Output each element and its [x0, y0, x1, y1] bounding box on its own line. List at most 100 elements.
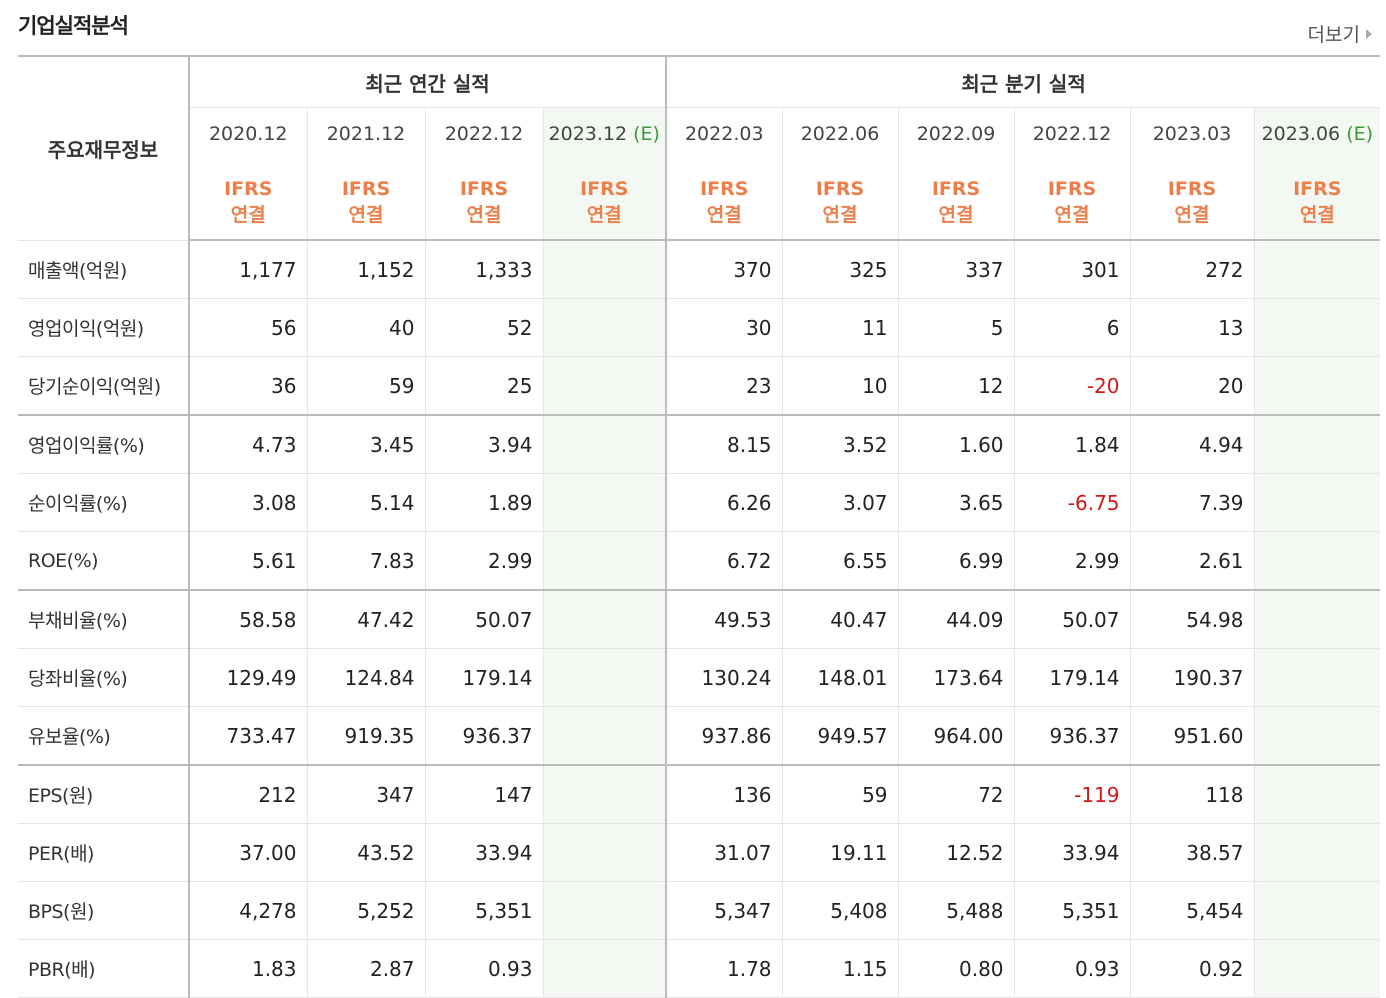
- row-label: 당기순이익(억원): [18, 356, 190, 416]
- table-row: 당좌비율(%) 129.49 124.84 179.14 130.24 148.01 173…: [18, 648, 1381, 707]
- table-cell: 30: [666, 298, 783, 357]
- table-cell: [543, 298, 668, 357]
- period-header: 2022.09: [898, 107, 1015, 160]
- table-cell: 212: [189, 765, 308, 824]
- ifrs-label: IFRS 연결: [1255, 160, 1381, 228]
- table-cell: 11: [782, 298, 899, 357]
- table-cell: 5,351: [425, 881, 544, 940]
- table-cell: 13: [1130, 298, 1255, 357]
- table-cell: [1254, 473, 1381, 532]
- table-cell: [1254, 298, 1381, 357]
- ifrs-header: IFRS 연결: [1254, 160, 1381, 241]
- table-cell: 52: [425, 298, 544, 357]
- header-group-row: 주요재무정보 최근 연간 실적 최근 분기 실적: [18, 55, 1381, 241]
- table-cell: 2.99: [1014, 531, 1131, 591]
- table-cell: 6: [1014, 298, 1131, 357]
- table-cell: 72: [898, 765, 1015, 824]
- ifrs-label: IFRS 연결: [308, 160, 425, 228]
- ifrs-top: IFRS: [459, 178, 509, 200]
- more-link[interactable]: 더보기: [1308, 20, 1372, 47]
- ifrs-bottom: 연결: [348, 204, 384, 226]
- table-cell: 3.52: [782, 415, 899, 474]
- table-cell: [543, 648, 668, 707]
- table-header: 주요재무정보 최근 연간 실적 최근 분기 실적 2020.12 2021.12 2022…: [18, 55, 1381, 241]
- ifrs-header: IFRS 연결: [307, 160, 426, 241]
- ifrs-bottom: 연결: [466, 204, 502, 226]
- table-cell: [543, 765, 668, 824]
- ifrs-label: IFRS 연결: [190, 160, 307, 228]
- table-cell: 19.11: [782, 823, 899, 882]
- table-cell: 129.49: [189, 648, 308, 707]
- ifrs-top: IFRS: [1293, 178, 1342, 200]
- header-ifrs-row: IFRS 연결 IFRS 연결 IFRS 연결 IFRS 연결 IFRS 연결 IFRS 연결 IFRS…: [18, 160, 1381, 241]
- ifrs-bottom: 연결: [1054, 204, 1090, 226]
- table-cell: 733.47: [189, 706, 308, 766]
- table-cell: 3.65: [898, 473, 1015, 532]
- ifrs-bottom: 연결: [822, 204, 858, 226]
- period-header: 2023.12 (E): [543, 107, 668, 160]
- table-cell: 6.26: [666, 473, 783, 532]
- table-cell: 1.78: [666, 939, 783, 998]
- table-cell: 2.61: [1130, 531, 1255, 591]
- table-cell: 936.37: [425, 706, 544, 766]
- table-row: BPS(원) 4,278 5,252 5,351 5,347 5,408 5,488 5,35…: [18, 881, 1381, 940]
- table-cell: 20: [1130, 356, 1255, 416]
- table-cell: [543, 706, 668, 766]
- table-cell: 0.93: [425, 939, 544, 998]
- table-cell: [1254, 590, 1381, 649]
- ifrs-label: IFRS 연결: [899, 160, 1014, 228]
- table-cell: [543, 939, 668, 998]
- table-cell: [1254, 356, 1381, 416]
- table-row: EPS(원) 212 347 147 136 59 72 -119 118: [18, 765, 1381, 824]
- ifrs-header: IFRS 연결: [543, 160, 668, 241]
- row-label: 부채비율(%): [18, 590, 190, 649]
- ifrs-bottom: 연결: [1299, 204, 1335, 226]
- table-cell: 919.35: [307, 706, 426, 766]
- table-cell: 7.83: [307, 531, 426, 591]
- table-cell: 951.60: [1130, 706, 1255, 766]
- row-label: EPS(원): [18, 765, 190, 824]
- table-cell: 4.94: [1130, 415, 1255, 474]
- table-cell: [543, 881, 668, 940]
- table-cell: 23: [666, 356, 783, 416]
- table-cell: [543, 531, 668, 591]
- table-cell: 5: [898, 298, 1015, 357]
- table-cell: -20: [1014, 356, 1131, 416]
- table-cell: 190.37: [1130, 648, 1255, 707]
- table-cell: 4,278: [189, 881, 308, 940]
- ifrs-label: IFRS 연결: [783, 160, 898, 228]
- table-cell: 6.55: [782, 531, 899, 591]
- table-cell: 272: [1130, 240, 1255, 299]
- ifrs-top: IFRS: [341, 178, 391, 200]
- table-cell: [1254, 823, 1381, 882]
- table-cell: 301: [1014, 240, 1131, 299]
- table-cell: 1,152: [307, 240, 426, 299]
- table-cell: 179.14: [1014, 648, 1131, 707]
- table-cell: 6.72: [666, 531, 783, 591]
- table-row: PER(배) 37.00 43.52 33.94 31.07 19.11 12.52 33.9…: [18, 823, 1381, 882]
- ifrs-label: IFRS 연결: [544, 160, 666, 228]
- table-cell: 40.47: [782, 590, 899, 649]
- table-row: 유보율(%) 733.47 919.35 936.37 937.86 949.57 964.…: [18, 706, 1381, 766]
- table-cell: 5,347: [666, 881, 783, 940]
- table-cell: 54.98: [1130, 590, 1255, 649]
- table-cell: 3.45: [307, 415, 426, 474]
- table-cell: 12: [898, 356, 1015, 416]
- table-cell: 47.42: [307, 590, 426, 649]
- row-label: 매출액(억원): [18, 240, 190, 299]
- period-header: 2023.03: [1130, 107, 1255, 160]
- table-cell: 59: [307, 356, 426, 416]
- table-row: PBR(배) 1.83 2.87 0.93 1.78 1.15 0.80 0.93 0.92: [18, 939, 1381, 998]
- table-cell: 949.57: [782, 706, 899, 766]
- table-cell: 3.07: [782, 473, 899, 532]
- row-label: 영업이익률(%): [18, 415, 190, 474]
- period-label: 2020.12: [208, 123, 288, 145]
- table-cell: 40: [307, 298, 426, 357]
- table-cell: 3.08: [189, 473, 308, 532]
- table-cell: 347: [307, 765, 426, 824]
- table-cell: 58.58: [189, 590, 308, 649]
- table-cell: [543, 590, 668, 649]
- ifrs-label: IFRS 연결: [1131, 160, 1254, 228]
- table-cell: [543, 415, 668, 474]
- ifrs-header: IFRS 연결: [425, 160, 544, 241]
